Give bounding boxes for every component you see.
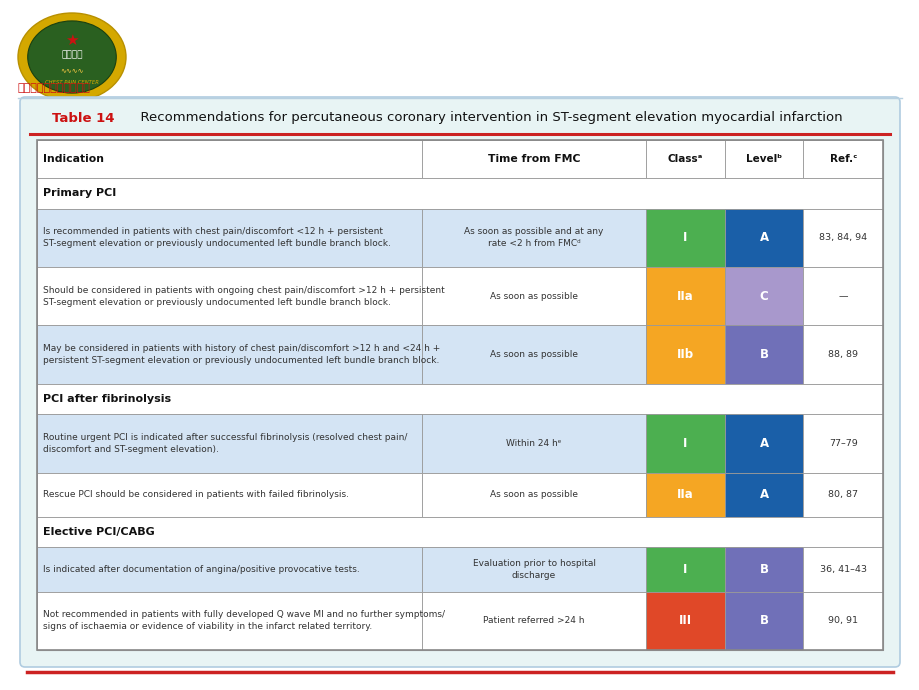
Bar bbox=[37, 140, 422, 178]
Bar bbox=[422, 140, 645, 178]
Text: IIb: IIb bbox=[676, 348, 693, 361]
Bar bbox=[37, 178, 882, 208]
Text: IIa: IIa bbox=[676, 489, 693, 501]
Bar bbox=[645, 326, 724, 384]
Text: Ref.ᶜ: Ref.ᶜ bbox=[829, 154, 856, 164]
Text: Elective PCI/CABG: Elective PCI/CABG bbox=[43, 527, 154, 537]
Bar bbox=[422, 414, 645, 473]
Text: B: B bbox=[759, 563, 767, 576]
Text: III: III bbox=[678, 614, 691, 627]
Text: C: C bbox=[759, 290, 767, 303]
Text: As soon as possible and at any
rate <2 h from FMCᵈ: As soon as possible and at any rate <2 h… bbox=[464, 228, 603, 248]
Text: 83, 84, 94: 83, 84, 94 bbox=[818, 233, 867, 242]
Bar bbox=[422, 267, 645, 326]
Text: I: I bbox=[683, 563, 686, 576]
Text: Levelᵇ: Levelᵇ bbox=[745, 154, 781, 164]
Text: 88, 89: 88, 89 bbox=[827, 351, 857, 359]
Text: Is indicated after documentation of angina/positive provocative tests.: Is indicated after documentation of angi… bbox=[43, 565, 359, 574]
Text: Classᵃ: Classᵃ bbox=[667, 154, 702, 164]
Bar bbox=[802, 473, 882, 517]
Text: ★: ★ bbox=[65, 32, 79, 48]
Text: Within 24 hᵉ: Within 24 hᵉ bbox=[505, 439, 562, 448]
Text: Indication: Indication bbox=[43, 154, 104, 164]
Bar bbox=[422, 326, 645, 384]
Bar bbox=[422, 208, 645, 267]
Text: Rescue PCI should be considered in patients with failed fibrinolysis.: Rescue PCI should be considered in patie… bbox=[43, 491, 348, 500]
Bar bbox=[37, 267, 422, 326]
Text: As soon as possible: As soon as possible bbox=[490, 292, 577, 301]
Bar bbox=[37, 414, 422, 473]
Text: I: I bbox=[683, 231, 686, 244]
Bar bbox=[422, 591, 645, 650]
Text: Is recommended in patients with chest pain/discomfort <12 h + persistent
ST-segm: Is recommended in patients with chest pa… bbox=[43, 228, 391, 248]
Bar bbox=[724, 140, 802, 178]
Bar bbox=[724, 473, 802, 517]
Bar bbox=[422, 473, 645, 517]
Text: Routine urgent PCI is indicated after successful fibrinolysis (resolved chest pa: Routine urgent PCI is indicated after su… bbox=[43, 433, 407, 454]
Text: B: B bbox=[759, 348, 767, 361]
Text: 90, 91: 90, 91 bbox=[827, 616, 857, 625]
Bar bbox=[724, 208, 802, 267]
Bar bbox=[37, 326, 422, 384]
Ellipse shape bbox=[18, 13, 126, 101]
Text: Table 14: Table 14 bbox=[52, 112, 114, 124]
Bar bbox=[645, 208, 724, 267]
Bar bbox=[37, 208, 422, 267]
Bar bbox=[802, 267, 882, 326]
Bar bbox=[37, 591, 422, 650]
Bar bbox=[645, 267, 724, 326]
Text: —: — bbox=[837, 292, 847, 301]
Bar bbox=[37, 140, 882, 650]
Bar bbox=[802, 591, 882, 650]
Bar bbox=[37, 547, 422, 591]
Text: A: A bbox=[759, 231, 768, 244]
Text: Should be considered in patients with ongoing chest pain/discomfort >12 h + pers: Should be considered in patients with on… bbox=[43, 286, 444, 306]
Text: I: I bbox=[683, 437, 686, 450]
Text: CHEST PAIN CENTER: CHEST PAIN CENTER bbox=[45, 81, 99, 86]
Bar bbox=[645, 473, 724, 517]
Bar bbox=[802, 208, 882, 267]
Text: A: A bbox=[759, 489, 768, 501]
Bar bbox=[802, 140, 882, 178]
Text: Recommendations for percutaneous coronary intervention in ST-segment elevation m: Recommendations for percutaneous coronar… bbox=[131, 112, 842, 124]
Text: Primary PCI: Primary PCI bbox=[43, 188, 116, 199]
Text: ∿∿∿∿: ∿∿∿∿ bbox=[60, 67, 84, 73]
Bar bbox=[37, 384, 882, 414]
Text: Patient referred >24 h: Patient referred >24 h bbox=[482, 616, 584, 625]
Bar bbox=[724, 326, 802, 384]
Text: Time from FMC: Time from FMC bbox=[487, 154, 580, 164]
Text: As soon as possible: As soon as possible bbox=[490, 351, 577, 359]
Bar bbox=[645, 591, 724, 650]
Bar bbox=[645, 140, 724, 178]
Bar bbox=[724, 267, 802, 326]
Text: 胸痛中心: 胸痛中心 bbox=[62, 50, 83, 59]
Text: B: B bbox=[759, 614, 767, 627]
Bar bbox=[37, 517, 882, 547]
Text: 36, 41–43: 36, 41–43 bbox=[819, 565, 866, 574]
Text: A: A bbox=[759, 437, 768, 450]
Text: 拯救生命的快速反应部队: 拯救生命的快速反应部队 bbox=[18, 83, 91, 93]
Bar bbox=[37, 140, 882, 650]
Bar bbox=[802, 547, 882, 591]
Bar bbox=[724, 547, 802, 591]
Text: Not recommended in patients with fully developed Q wave MI and no further sympto: Not recommended in patients with fully d… bbox=[43, 611, 445, 631]
Ellipse shape bbox=[28, 21, 116, 93]
Text: 77–79: 77–79 bbox=[828, 439, 857, 448]
Text: IIa: IIa bbox=[676, 290, 693, 303]
Text: May be considered in patients with history of chest pain/discomfort >12 h and <2: May be considered in patients with histo… bbox=[43, 344, 440, 365]
Text: 80, 87: 80, 87 bbox=[827, 491, 857, 500]
Bar bbox=[37, 473, 422, 517]
Bar bbox=[645, 414, 724, 473]
Bar bbox=[802, 326, 882, 384]
Bar bbox=[422, 547, 645, 591]
Bar bbox=[724, 591, 802, 650]
Text: As soon as possible: As soon as possible bbox=[490, 491, 577, 500]
Bar bbox=[802, 414, 882, 473]
Bar bbox=[724, 414, 802, 473]
Text: Evaluation prior to hospital
discharge: Evaluation prior to hospital discharge bbox=[472, 559, 595, 580]
Bar bbox=[645, 547, 724, 591]
FancyBboxPatch shape bbox=[20, 97, 899, 667]
Text: PCI after fibrinolysis: PCI after fibrinolysis bbox=[43, 394, 171, 404]
